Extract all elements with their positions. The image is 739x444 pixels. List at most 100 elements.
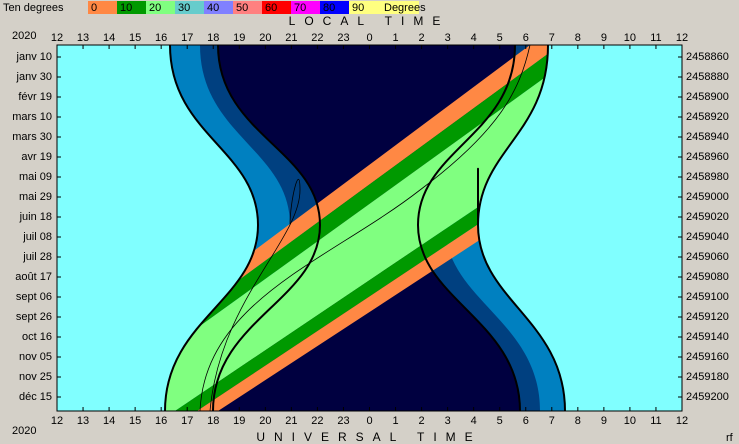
legend-swatch	[320, 1, 349, 14]
x-tick-label: 3	[445, 415, 451, 427]
x-tick-label: 9	[601, 32, 607, 44]
x-tick-label: 4	[471, 32, 477, 44]
x-tick-label: 18	[207, 415, 219, 427]
legend-swatch	[262, 1, 291, 14]
y2-tick-label: 2459060	[686, 251, 729, 263]
night-boundary	[212, 44, 322, 412]
y2-tick-label: 2459160	[686, 351, 729, 363]
x-tick-label: 21	[285, 32, 297, 44]
y-tick-label: août 17	[15, 271, 52, 283]
y2-tick-label: 2458860	[686, 51, 729, 63]
x-tick-label: 20	[259, 415, 271, 427]
twilight-boundary	[164, 44, 260, 412]
x-tick-label: 19	[233, 415, 245, 427]
y2-tick-label: 2458880	[686, 71, 729, 83]
x-tick-label: 23	[337, 32, 349, 44]
x-tick-label: 7	[549, 32, 555, 44]
x-tick-label: 1	[392, 415, 398, 427]
legend-label: 20	[149, 2, 161, 14]
legend-label: 80	[323, 2, 335, 14]
x-tick-label: 2	[419, 32, 425, 44]
legend-swatch	[291, 1, 320, 14]
y-tick-label: avr 19	[21, 151, 52, 163]
object-track	[209, 179, 301, 412]
y2-tick-label: 2459000	[686, 191, 729, 203]
x-tick-label: 8	[575, 32, 581, 44]
legend-label: 60	[265, 2, 277, 14]
legend-swatch	[146, 1, 175, 14]
legend-label: 50	[236, 2, 248, 14]
x-tick-label: 12	[51, 415, 63, 427]
x-tick-label: 2	[419, 415, 425, 427]
legend-label: 30	[178, 2, 190, 14]
x-tick-label: 16	[155, 32, 167, 44]
x-tick-label: 3	[445, 32, 451, 44]
y2-tick-label: 2459200	[686, 391, 729, 403]
y-tick-label: mai 29	[19, 191, 52, 203]
y-tick-label: mars 30	[12, 131, 52, 143]
legend-swatch	[233, 1, 262, 14]
x-tick-label: 8	[575, 415, 581, 427]
y-tick-label: juil 08	[22, 231, 52, 243]
legend-label: 0	[91, 2, 97, 14]
y2-tick-label: 2458960	[686, 151, 729, 163]
x-tick-label: 13	[77, 32, 89, 44]
x-tick-label: 10	[624, 415, 636, 427]
x-tick-label: 15	[129, 32, 141, 44]
y2-tick-label: 2458900	[686, 91, 729, 103]
x-tick-label: 17	[181, 32, 193, 44]
y-tick-label: nov 05	[19, 351, 52, 363]
x-tick-label: 1	[392, 32, 398, 44]
x-tick-label: 6	[523, 415, 529, 427]
x-tick-label: 19	[233, 32, 245, 44]
legend-title: Ten degrees	[3, 2, 64, 14]
x-tick-label: 0	[366, 415, 372, 427]
legend-label: 70	[294, 2, 306, 14]
x-tick-label: 20	[259, 32, 271, 44]
x-tick-label: 12	[51, 32, 63, 44]
legend: 0 10 20 30 40 50 60 70 80 90 Degrees	[88, 1, 426, 14]
x-tick-label: 18	[207, 32, 219, 44]
x-tick-label: 23	[337, 415, 349, 427]
object-track	[199, 44, 531, 412]
y2-tick-label: 2459040	[686, 231, 729, 243]
y2-tick-label: 2459080	[686, 271, 729, 283]
y-tick-label: mars 10	[12, 111, 52, 123]
y-tick-label: sept 26	[16, 311, 52, 323]
twilight-boundary	[476, 44, 566, 412]
legend-label: 90	[352, 2, 364, 14]
y2-tick-label: 2459180	[686, 371, 729, 383]
x-tick-label: 22	[311, 32, 323, 44]
legend-label: 40	[207, 2, 219, 14]
y-tick-label: oct 16	[22, 331, 52, 343]
bottom-axis-title: UNIVERSAL TIME	[256, 430, 481, 444]
y-tick-label: janv 30	[16, 71, 52, 83]
y-tick-label: nov 25	[19, 371, 52, 383]
legend-swatch	[175, 1, 204, 14]
y2-tick-label: 2459020	[686, 211, 729, 223]
x-tick-label: 5	[497, 32, 503, 44]
y-tick-label: févr 19	[18, 91, 52, 103]
y2-tick-label: 2459100	[686, 291, 729, 303]
x-tick-label: 11	[650, 415, 661, 427]
top-axis-title: LOCAL TIME	[289, 14, 450, 28]
y-tick-label: mai 09	[19, 171, 52, 183]
y-tick-label: juil 28	[22, 251, 52, 263]
legend-unit: Degrees	[384, 2, 426, 14]
y2-tick-label: 2459120	[686, 311, 729, 323]
x-tick-label: 13	[77, 415, 89, 427]
y2-tick-label: 2458920	[686, 111, 729, 123]
x-tick-label: 9	[601, 415, 607, 427]
y-tick-label: déc 15	[19, 391, 52, 403]
x-tick-label: 17	[181, 415, 193, 427]
x-tick-label: 15	[129, 415, 141, 427]
y-tick-label: juin 18	[19, 211, 52, 223]
x-tick-label: 0	[366, 32, 372, 44]
x-tick-label: 12	[676, 415, 688, 427]
legend-swatch	[204, 1, 233, 14]
year-label: 2020	[12, 425, 36, 437]
y2-tick-label: 2458940	[686, 131, 729, 143]
x-tick-label: 22	[311, 415, 323, 427]
